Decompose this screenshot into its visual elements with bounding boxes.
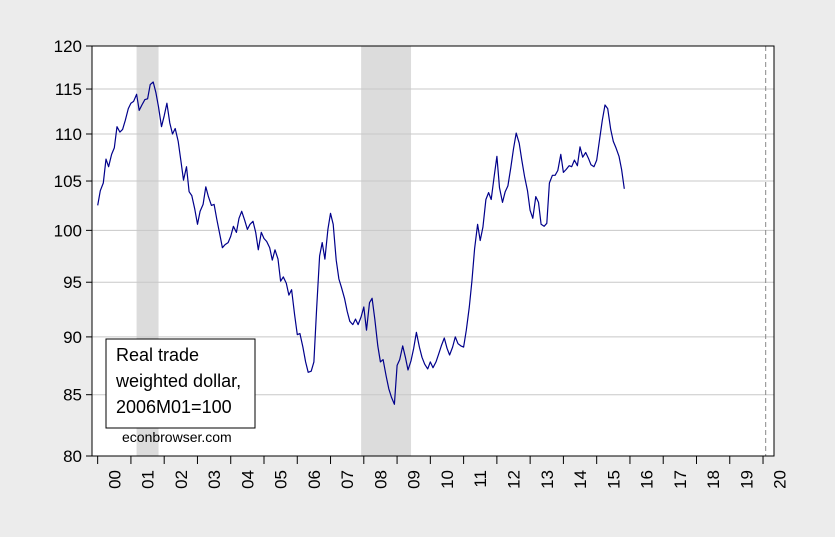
x-tick-label-05: 05 [272,470,291,489]
x-tick-label-19: 19 [737,470,756,489]
x-axis-ticks: 00 01 02 03 04 05 06 07 08 09 10 11 12 13 14 15 16 17 18 19… [97,456,790,489]
x-tick-label-06: 06 [305,470,324,489]
gridlines [92,88,774,396]
x-tick-label-00: 00 [105,470,124,489]
y-tick-label-85: 85 [63,386,82,405]
x-tick-label-17: 17 [671,470,690,489]
x-tick-label-10: 10 [438,470,457,489]
x-tick-label-03: 03 [205,470,224,489]
y-tick-label-90: 90 [63,328,82,347]
x-tick-label-13: 13 [538,470,557,489]
y-tick-label-110: 110 [55,125,82,144]
x-tick-label-02: 02 [172,470,191,489]
x-tick-label-01: 01 [139,470,158,489]
y-axis-ticks: 80 85 90 95 100 105 110 115 120 [54,37,92,466]
legend-box: Real trade weighted dollar, 2006M01=100 [105,338,256,429]
y-tick-label-105: 105 [54,172,82,191]
plot-frame [91,45,775,457]
x-tick-label-20: 20 [771,470,790,489]
series-line-1 [97,81,625,405]
x-tick-label-08: 08 [371,470,390,489]
recession-bands [136,46,412,456]
x-tick-label-09: 09 [405,470,424,489]
legend-frame [105,338,256,429]
y-tick-label-120: 120 [54,37,82,56]
legend-line-2: weighted dollar, [115,371,241,391]
y-tick-label-100: 100 [54,221,82,240]
series-layer [97,81,625,405]
legend-line-3: 2006M01=100 [116,397,232,417]
x-tick-label-16: 16 [638,470,657,489]
x-tick-label-14: 14 [571,470,590,489]
y-tick-label-115: 115 [55,80,82,99]
x-tick-label-12: 12 [505,470,524,489]
y-tick-label-95: 95 [63,273,82,292]
y-tick-label-80: 80 [63,447,82,466]
x-tick-label-07: 07 [338,470,357,489]
recession-band-2 [361,46,412,456]
x-tick-label-11: 11 [471,470,490,488]
x-tick-label-15: 15 [604,470,623,489]
credit-text: econbrowser.com [122,429,232,445]
legend-line-1: Real trade [116,345,199,365]
x-tick-label-04: 04 [238,470,257,489]
x-tick-label-18: 18 [704,470,723,489]
